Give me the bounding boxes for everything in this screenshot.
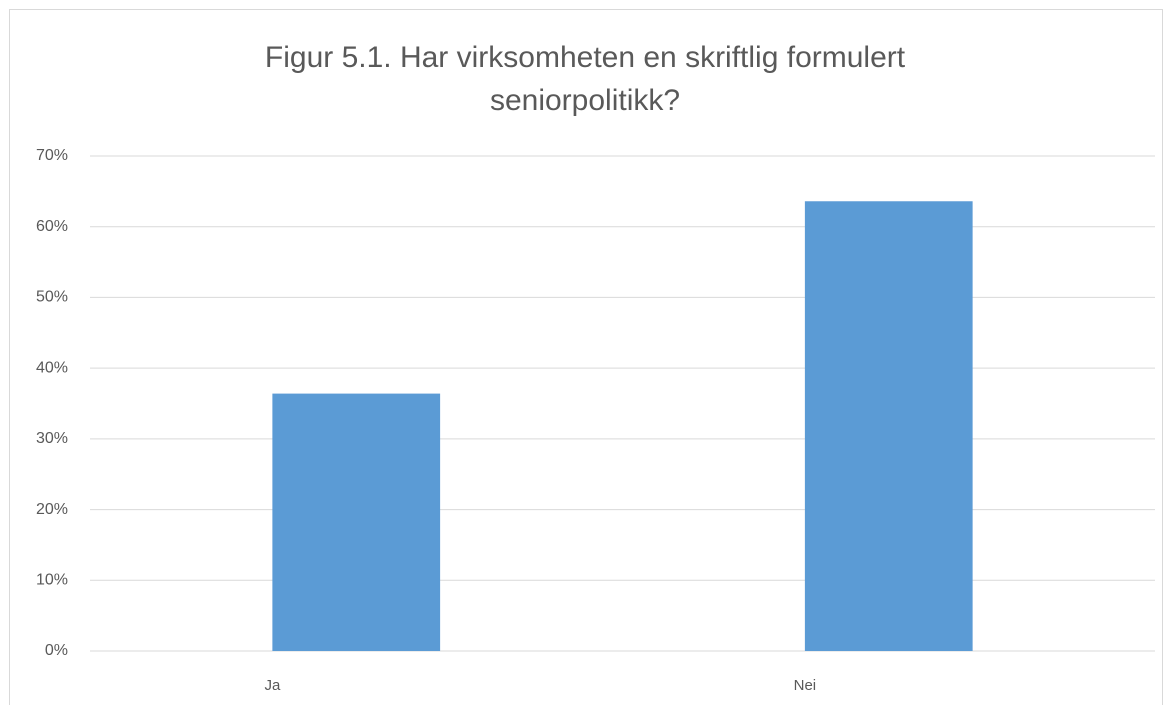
x-tick-label: Nei bbox=[794, 677, 817, 694]
y-tick-label: 50% bbox=[36, 289, 68, 306]
y-tick-label: 30% bbox=[36, 430, 68, 447]
y-tick-label: 20% bbox=[36, 501, 68, 518]
y-tick-label: 60% bbox=[36, 218, 68, 235]
chart-title: Figur 5.1. Har virksomheten en skriftlig… bbox=[264, 41, 906, 117]
y-tick-label: 10% bbox=[36, 572, 68, 589]
x-tick-label: Ja bbox=[264, 677, 281, 694]
y-tick-label: 0% bbox=[45, 642, 68, 659]
y-tick-label: 70% bbox=[36, 147, 68, 164]
bar bbox=[272, 393, 441, 651]
bar bbox=[804, 201, 973, 651]
y-tick-label: 40% bbox=[36, 359, 68, 376]
